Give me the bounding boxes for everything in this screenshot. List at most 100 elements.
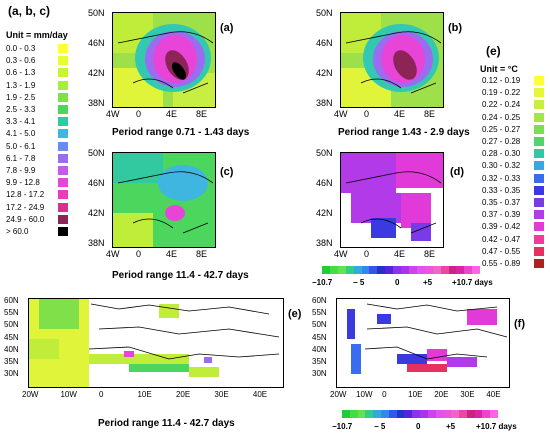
colorbar-segment	[365, 410, 374, 418]
colorbar-segment	[393, 266, 402, 274]
lon-tick-label: 4E	[394, 249, 406, 259]
lon-tick-label: 20E	[434, 390, 449, 399]
colorbar-segment	[396, 410, 405, 418]
map-panel-c	[112, 152, 216, 248]
cb-bottom-tick-4: +10.7 days	[476, 422, 517, 431]
lon-tick-label: 0	[364, 249, 370, 259]
legend-row: 0.19 - 0.22	[482, 88, 544, 98]
colorbar-segment	[435, 410, 444, 418]
legend-row-label: 2.5 - 3.3	[6, 105, 36, 114]
legend-swatch	[534, 198, 544, 207]
legend-row-label: 0.55 - 0.89	[482, 259, 521, 268]
lat-tick-label: 50N	[88, 148, 105, 158]
colorbar-segment	[466, 410, 475, 418]
legend-swatch	[534, 185, 544, 195]
legend-row: 0.28 - 0.30	[482, 149, 544, 159]
legend-swatch	[534, 100, 544, 110]
legend-swatch	[58, 80, 68, 90]
colorbar-segment	[377, 266, 386, 274]
colorbar-segment	[440, 266, 449, 274]
lat-tick-label: 60N	[312, 296, 327, 305]
legend-swatch	[58, 68, 68, 78]
lon-tick-label: 0	[136, 109, 142, 119]
legend-row-label: 0.35 - 0.37	[482, 198, 521, 207]
right-legend: (e) Unit = °C 0.12 - 0.19 0.19 - 0.22 0.22…	[480, 44, 550, 284]
colorbar-segment	[388, 410, 397, 418]
legend-row-label: 0.0 - 0.3	[6, 44, 36, 53]
lat-tick-label: 30N	[4, 369, 19, 379]
cb-bottom-tick-0: −10.7	[332, 422, 353, 431]
lat-tick-label: 46N	[316, 178, 333, 188]
legend-row-label: 4.1 - 5.0	[6, 129, 36, 139]
colorbar-segment	[353, 266, 362, 274]
colorbar-segment	[458, 410, 467, 418]
lon-tick-label: 30E	[460, 390, 475, 399]
legend-swatch	[58, 166, 68, 175]
map-panel-f	[336, 298, 510, 388]
cb-top-tick-1: − 5	[353, 278, 365, 287]
legend-swatch	[534, 76, 544, 85]
colorbar-segment	[357, 410, 366, 418]
legend-row-label: 24.9 - 60.0	[6, 214, 45, 224]
legend-row: 1.3 - 1.9	[6, 80, 68, 90]
colorbar-segment	[342, 410, 350, 418]
panel-c-label: (c)	[220, 166, 234, 178]
left-legend: (a, b, c) Unit = mm/day 0.0 - 0.3 0.3 - 0…	[2, 2, 82, 242]
legend-row: 7.8 - 9.9	[6, 166, 68, 175]
lat-tick-label: 50N	[316, 8, 333, 18]
lon-tick-label: 10W	[356, 390, 373, 399]
legend-row-label: 17.2 - 24.9	[6, 202, 45, 212]
colorbar-segment	[385, 266, 394, 274]
legend-row: 3.3 - 4.1	[6, 117, 68, 127]
colorbar-segment	[448, 266, 457, 274]
legend-row: 2.5 - 3.3	[6, 105, 68, 114]
legend-row: 17.2 - 24.9	[6, 202, 68, 212]
legend-row-label: 0.22 - 0.24	[482, 100, 521, 110]
legend-row-label: 0.30 - 0.32	[482, 161, 521, 171]
colorbar-segment	[472, 266, 481, 274]
legend-row-label: 0.24 - 0.25	[482, 112, 521, 122]
map-panel-e	[28, 298, 284, 388]
legend-swatch	[58, 129, 68, 139]
map-e-field	[29, 299, 283, 387]
legend-row: 0.27 - 0.28	[482, 137, 544, 146]
lat-tick-label: 35N	[312, 357, 327, 366]
legend-row-label: 0.32 - 0.33	[482, 173, 521, 183]
lon-tick-label: 4W	[334, 249, 348, 259]
legend-row: 0.3 - 0.6	[6, 56, 68, 66]
map-a-field	[113, 13, 215, 107]
colorbar-segment	[329, 266, 338, 274]
legend-row: 0.47 - 0.55	[482, 246, 544, 256]
cb-top-tick-3: +5	[423, 278, 433, 287]
lon-tick-label: 4E	[166, 109, 178, 119]
legend-row-label: 0.27 - 0.28	[482, 137, 521, 146]
panel-c-caption: Period range 11.4 - 42.7 days	[112, 270, 249, 281]
colorbar-segment	[361, 266, 370, 274]
lon-tick-label: 0	[382, 390, 387, 399]
panel-e-label: (e)	[288, 308, 302, 320]
lat-tick-label: 50N	[316, 148, 333, 158]
legend-swatch	[534, 137, 544, 146]
lat-tick-label: 42N	[88, 68, 105, 78]
colorbar-bottom-ticks: −10.7 − 5 0 +5 +10.7 days	[330, 422, 540, 434]
legend-row-label: 0.28 - 0.30	[482, 149, 521, 159]
colorbar-segment	[412, 410, 420, 418]
lat-tick-label: 50N	[4, 320, 19, 330]
panel-a-caption: Period range 0.71 - 1.43 days	[112, 127, 250, 138]
lon-tick-label: 30E	[214, 390, 229, 399]
legend-row: 6.1 - 7.8	[6, 153, 68, 163]
legend-swatch	[534, 210, 544, 220]
legend-swatch	[534, 161, 544, 171]
lon-tick-label: 10W	[60, 390, 77, 399]
right-legend-unit: Unit = °C	[480, 64, 518, 74]
cb-bottom-tick-2: 0	[416, 422, 421, 431]
lon-tick-label: 10E	[408, 390, 423, 399]
legend-swatch	[534, 173, 544, 183]
legend-row-label: 0.19 - 0.22	[482, 88, 521, 98]
legend-swatch	[58, 214, 68, 224]
legend-row: 0.0 - 0.3	[6, 44, 68, 53]
legend-row-label: 0.6 - 1.3	[6, 68, 36, 78]
legend-swatch	[58, 141, 68, 151]
colorbar-segment	[427, 410, 436, 418]
colorbar-segment	[424, 266, 433, 274]
